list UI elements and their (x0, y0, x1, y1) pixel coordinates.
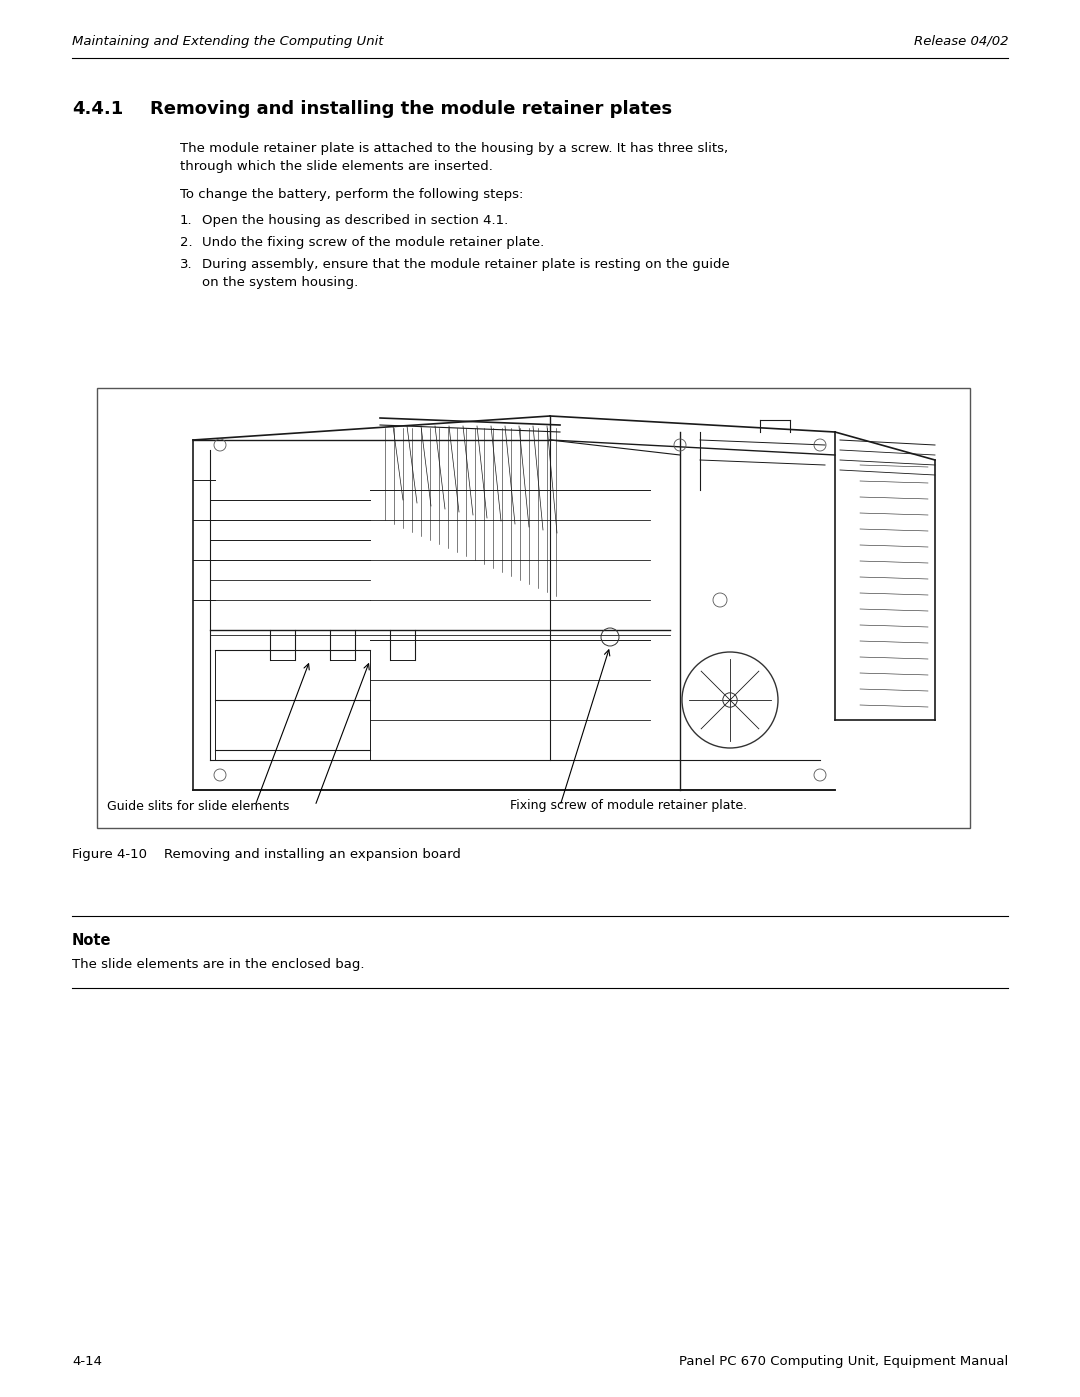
Text: Maintaining and Extending the Computing Unit: Maintaining and Extending the Computing … (72, 35, 383, 47)
Text: through which the slide elements are inserted.: through which the slide elements are ins… (180, 161, 492, 173)
Text: Figure 4-10    Removing and installing an expansion board: Figure 4-10 Removing and installing an e… (72, 848, 461, 861)
Text: Guide slits for slide elements: Guide slits for slide elements (107, 799, 289, 813)
Text: 2.: 2. (180, 236, 192, 249)
Text: 3.: 3. (180, 258, 192, 271)
Text: Fixing screw of module retainer plate.: Fixing screw of module retainer plate. (510, 799, 747, 813)
Text: Removing and installing the module retainer plates: Removing and installing the module retai… (150, 101, 672, 117)
Text: on the system housing.: on the system housing. (202, 277, 359, 289)
Text: 4.4.1: 4.4.1 (72, 101, 123, 117)
Text: Undo the fixing screw of the module retainer plate.: Undo the fixing screw of the module reta… (202, 236, 544, 249)
Bar (97, 388, 970, 828)
Text: The slide elements are in the enclosed bag.: The slide elements are in the enclosed b… (72, 958, 365, 971)
Text: During assembly, ensure that the module retainer plate is resting on the guide: During assembly, ensure that the module … (202, 258, 730, 271)
Text: Open the housing as described in section 4.1.: Open the housing as described in section… (202, 214, 509, 226)
Text: Note: Note (72, 933, 111, 949)
Text: The module retainer plate is attached to the housing by a screw. It has three sl: The module retainer plate is attached to… (180, 142, 728, 155)
Text: Release 04/02: Release 04/02 (914, 35, 1008, 47)
Text: Panel PC 670 Computing Unit, Equipment Manual: Panel PC 670 Computing Unit, Equipment M… (678, 1355, 1008, 1368)
Text: 1.: 1. (180, 214, 192, 226)
Text: To change the battery, perform the following steps:: To change the battery, perform the follo… (180, 189, 524, 201)
Text: 4-14: 4-14 (72, 1355, 102, 1368)
